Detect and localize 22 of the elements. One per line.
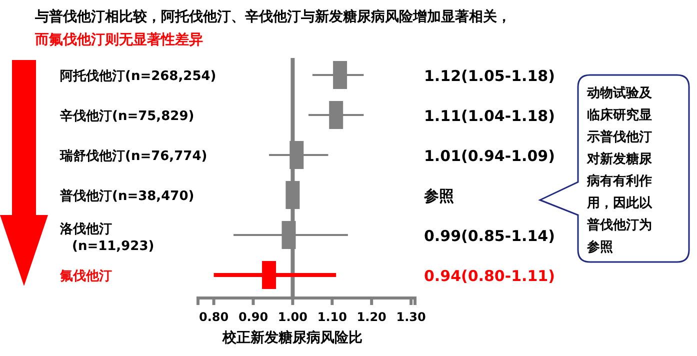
y-tick-label: 辛伐他汀(n=75,829): [59, 108, 194, 124]
y-tick-label: 阿托伐他汀(n=268,254): [60, 69, 216, 84]
x-tick-label: 0.80: [198, 310, 229, 324]
x-axis-title: 校正新发糖尿病风险比: [222, 329, 363, 346]
x-tick-label: 1.20: [356, 310, 386, 324]
x-tick-label: 0.90: [238, 310, 268, 324]
text: 参照: [423, 187, 454, 205]
x-tick-label: 1.10: [317, 310, 347, 324]
text: 1.11(1.04-1.18): [424, 107, 555, 125]
x-tick-label: 1.30: [396, 310, 426, 324]
text: 1.12(1.05-1.18): [424, 67, 555, 85]
y-tick-label: 普伐他汀(n=38,470): [59, 188, 194, 204]
y-tick-label: 瑞舒伐他汀(n=76,774): [59, 149, 208, 164]
chart-title: 与普伐他汀相比较，阿托伐他汀、辛伐他汀与新发糖尿病风险增加显著相关，: [34, 8, 511, 25]
y-tick-label: 洛伐他汀 (n=11,923): [59, 222, 154, 254]
text: 0.99(0.85-1.14): [424, 227, 555, 245]
text: 动物试验及临床研究显示普伐他汀对新发糖尿病有有利作用，因此以普伐他汀为参照: [586, 85, 653, 255]
y-tick-label: 氟伐他汀: [59, 269, 112, 284]
x-tick-label: 1.00: [278, 310, 308, 324]
chart-subtitle: 而氟伐他汀则无显著性差异: [34, 32, 203, 48]
text: 1.01(0.94-1.09): [424, 147, 555, 165]
text: 0.94(0.80-1.11): [424, 267, 555, 285]
